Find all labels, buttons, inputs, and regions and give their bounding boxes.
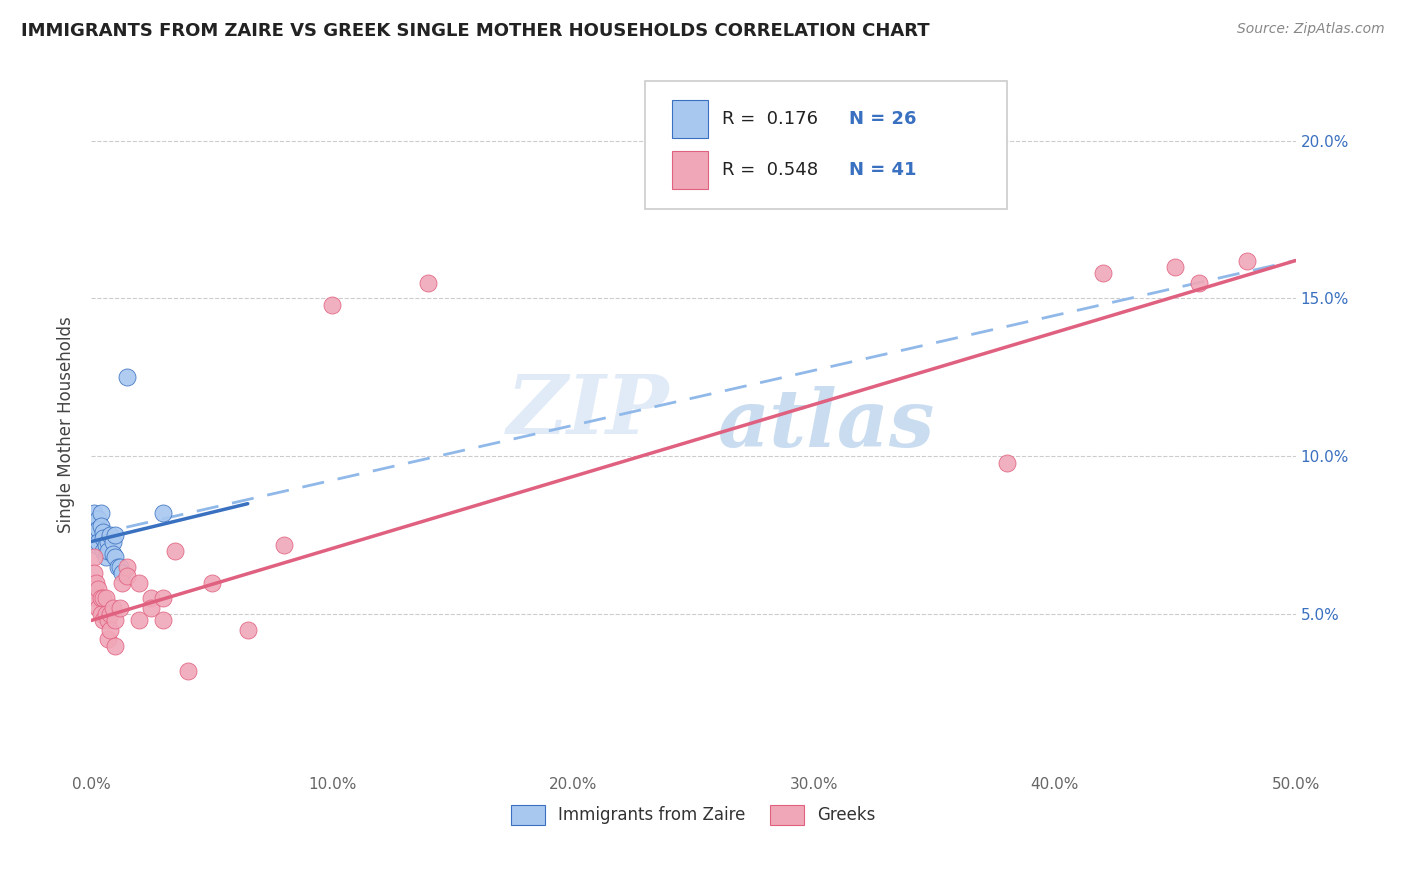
Point <box>100 607 122 622</box>
FancyBboxPatch shape <box>672 151 707 189</box>
Point <box>97 544 120 558</box>
Text: N = 26: N = 26 <box>849 111 917 128</box>
Point <box>1236 253 1258 268</box>
Point <box>128 575 150 590</box>
Point <box>104 550 127 565</box>
Point <box>90 518 112 533</box>
Point <box>84 538 107 552</box>
Point <box>100 623 122 637</box>
Y-axis label: Single Mother Households: Single Mother Households <box>58 317 75 533</box>
Point <box>83 518 105 533</box>
Point <box>152 506 174 520</box>
Point <box>84 575 107 590</box>
Text: IMMIGRANTS FROM ZAIRE VS GREEK SINGLE MOTHER HOUSEHOLDS CORRELATION CHART: IMMIGRANTS FROM ZAIRE VS GREEK SINGLE MO… <box>21 22 929 40</box>
Point <box>1091 266 1114 280</box>
Point <box>97 614 120 628</box>
Point <box>152 591 174 606</box>
Point <box>101 547 124 561</box>
Point <box>104 614 127 628</box>
Point <box>418 276 440 290</box>
Point <box>101 534 124 549</box>
Point <box>152 614 174 628</box>
Point <box>108 600 131 615</box>
Point <box>91 544 114 558</box>
Point <box>111 566 134 581</box>
Point <box>165 544 187 558</box>
Point <box>87 512 110 526</box>
Point <box>321 298 343 312</box>
Point <box>108 559 131 574</box>
Text: N = 41: N = 41 <box>849 161 917 178</box>
Point <box>97 534 120 549</box>
Point <box>107 559 129 574</box>
Point <box>128 614 150 628</box>
Point <box>200 575 222 590</box>
Point <box>91 525 114 540</box>
Text: R =  0.548: R = 0.548 <box>723 161 818 178</box>
Point <box>91 614 114 628</box>
Point <box>100 528 122 542</box>
Point <box>236 623 259 637</box>
Point <box>94 607 117 622</box>
Point <box>84 591 107 606</box>
Point <box>117 569 139 583</box>
Point <box>87 534 110 549</box>
Point <box>97 632 120 647</box>
Point <box>90 591 112 606</box>
Point <box>84 528 107 542</box>
Point <box>117 559 139 574</box>
Point <box>117 370 139 384</box>
Point <box>83 550 105 565</box>
Point <box>141 591 163 606</box>
Point <box>91 532 114 546</box>
Point <box>995 456 1018 470</box>
Point <box>1188 276 1211 290</box>
Point <box>111 575 134 590</box>
FancyBboxPatch shape <box>645 81 1007 210</box>
Text: Source: ZipAtlas.com: Source: ZipAtlas.com <box>1237 22 1385 37</box>
Point <box>90 607 112 622</box>
Legend: Immigrants from Zaire, Greeks: Immigrants from Zaire, Greeks <box>503 797 884 833</box>
Point <box>101 600 124 615</box>
Point <box>94 591 117 606</box>
Point <box>176 664 198 678</box>
Point <box>90 506 112 520</box>
FancyBboxPatch shape <box>672 100 707 138</box>
Point <box>87 582 110 596</box>
Point <box>1164 260 1187 274</box>
Point <box>104 528 127 542</box>
Point <box>83 566 105 581</box>
Point <box>141 600 163 615</box>
Point <box>83 506 105 520</box>
Point <box>104 639 127 653</box>
Text: ZIP: ZIP <box>506 371 669 450</box>
Point <box>94 538 117 552</box>
Point <box>87 600 110 615</box>
Point <box>94 550 117 565</box>
Text: atlas: atlas <box>717 386 935 464</box>
Point <box>273 538 295 552</box>
Text: R =  0.176: R = 0.176 <box>723 111 818 128</box>
Point <box>91 591 114 606</box>
Point <box>87 522 110 536</box>
